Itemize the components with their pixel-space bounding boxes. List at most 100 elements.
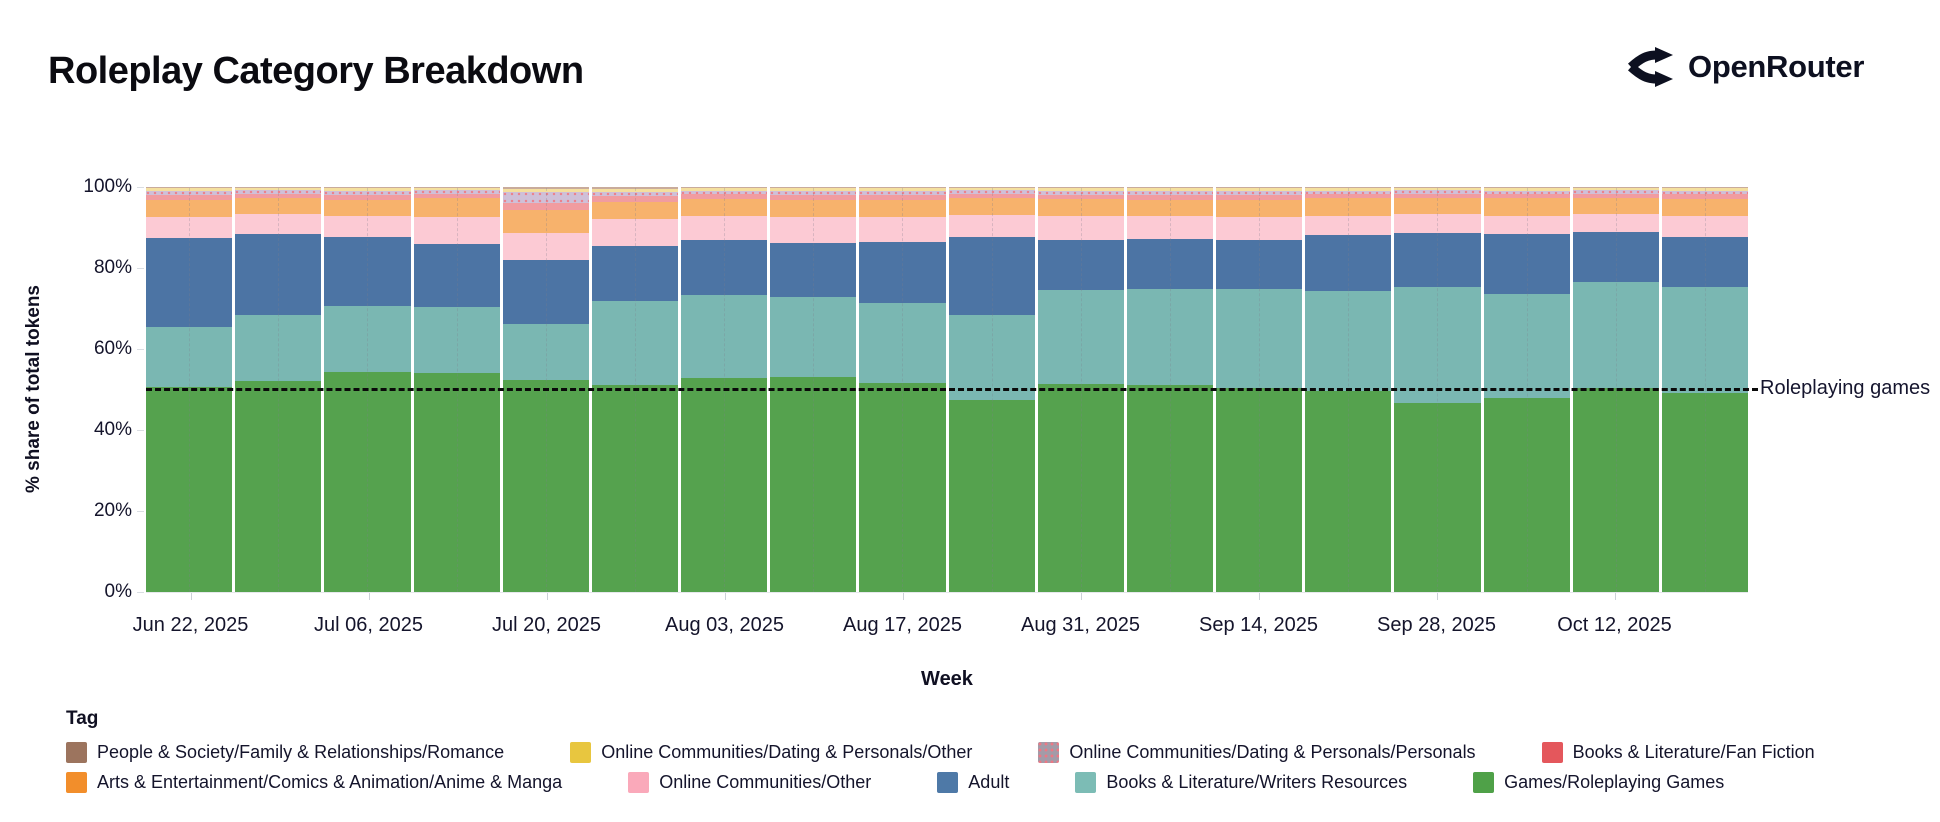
segment-adult[interactable]	[948, 236, 1035, 316]
segment-online-communities-other[interactable]	[502, 233, 589, 260]
bar-aug-10-2025[interactable]	[770, 187, 857, 592]
segment-roleplaying-games[interactable]	[146, 387, 233, 592]
bar-sep-28-2025[interactable]	[1394, 187, 1481, 592]
legend-item-fan-fiction[interactable]: Books & Literature/Fan Fiction	[1541, 742, 1815, 763]
segment-writers-resources[interactable]	[770, 296, 857, 377]
segment-anime-manga[interactable]	[1572, 197, 1659, 215]
segment-roleplaying-games[interactable]	[1572, 387, 1659, 592]
segment-roleplaying-games[interactable]	[681, 377, 768, 592]
segment-online-communities-other[interactable]	[1661, 215, 1749, 237]
segment-online-communities-other[interactable]	[324, 215, 411, 237]
segment-adult[interactable]	[1394, 232, 1481, 287]
segment-adult[interactable]	[502, 259, 589, 324]
segment-anime-manga[interactable]	[1483, 198, 1570, 216]
segment-anime-manga[interactable]	[502, 210, 589, 234]
segment-roleplaying-games[interactable]	[1216, 387, 1303, 592]
legend-item-anime-manga[interactable]: Arts & Entertainment/Comics & Animation/…	[66, 772, 562, 793]
segment-writers-resources[interactable]	[235, 315, 322, 382]
segment-roleplaying-games[interactable]	[859, 383, 946, 592]
segment-online-communities-other[interactable]	[770, 217, 857, 243]
segment-adult[interactable]	[770, 242, 857, 297]
segment-anime-manga[interactable]	[1661, 198, 1749, 216]
segment-anime-manga[interactable]	[1037, 199, 1124, 216]
legend-item-romance[interactable]: People & Society/Family & Relationships/…	[66, 742, 504, 763]
segment-anime-manga[interactable]	[770, 199, 857, 218]
segment-writers-resources[interactable]	[591, 301, 679, 386]
segment-anime-manga[interactable]	[324, 200, 411, 216]
segment-roleplaying-games[interactable]	[591, 385, 679, 592]
segment-writers-resources[interactable]	[324, 306, 411, 372]
segment-online-communities-other[interactable]	[681, 215, 768, 241]
segment-roleplaying-games[interactable]	[948, 400, 1035, 592]
bar-jun-22-2025[interactable]	[146, 187, 233, 592]
segment-anime-manga[interactable]	[1126, 200, 1214, 216]
segment-adult[interactable]	[1572, 231, 1659, 282]
legend-item-roleplaying-games[interactable]: Games/Roleplaying Games	[1473, 772, 1724, 793]
bar-jun-29-2025[interactable]	[235, 187, 322, 592]
bar-aug-31-2025[interactable]	[1037, 187, 1124, 592]
segment-adult[interactable]	[1483, 233, 1570, 294]
segment-online-communities-other[interactable]	[413, 217, 500, 244]
segment-roleplaying-games[interactable]	[1661, 392, 1749, 592]
bar-oct-12-2025[interactable]	[1572, 187, 1659, 592]
segment-writers-resources[interactable]	[1483, 293, 1570, 398]
segment-writers-resources[interactable]	[859, 302, 946, 384]
segment-adult[interactable]	[859, 241, 946, 303]
segment-adult[interactable]	[235, 233, 322, 316]
segment-roleplaying-games[interactable]	[1126, 385, 1214, 592]
segment-adult[interactable]	[1661, 236, 1749, 287]
bar-aug-24-2025[interactable]	[948, 187, 1035, 592]
segment-writers-resources[interactable]	[413, 306, 500, 373]
bar-aug-03-2025[interactable]	[681, 187, 768, 592]
segment-online-communities-other[interactable]	[235, 214, 322, 234]
segment-adult[interactable]	[1216, 240, 1303, 290]
segment-adult[interactable]	[1305, 235, 1392, 291]
legend-item-dating-personals-other[interactable]: Online Communities/Dating & Personals/Ot…	[570, 742, 972, 763]
segment-online-communities-other[interactable]	[948, 215, 1035, 237]
segment-writers-resources[interactable]	[1216, 289, 1303, 388]
segment-fan-fiction[interactable]	[502, 203, 589, 211]
segment-anime-manga[interactable]	[681, 198, 768, 216]
segment-writers-resources[interactable]	[1037, 289, 1124, 385]
segment-roleplaying-games[interactable]	[770, 376, 857, 592]
segment-online-communities-other[interactable]	[1483, 215, 1570, 234]
bar-jul-13-2025[interactable]	[413, 187, 500, 592]
segment-writers-resources[interactable]	[1305, 290, 1392, 392]
bar-jul-20-2025[interactable]	[502, 187, 589, 592]
segment-adult[interactable]	[413, 243, 500, 307]
segment-anime-manga[interactable]	[146, 200, 233, 217]
segment-writers-resources[interactable]	[1661, 286, 1749, 393]
segment-roleplaying-games[interactable]	[235, 381, 322, 592]
segment-adult[interactable]	[681, 240, 768, 296]
segment-writers-resources[interactable]	[1394, 286, 1481, 404]
segment-writers-resources[interactable]	[502, 323, 589, 380]
segment-online-communities-other[interactable]	[859, 217, 946, 242]
segment-adult[interactable]	[591, 245, 679, 302]
segment-online-communities-other[interactable]	[1394, 213, 1481, 233]
segment-anime-manga[interactable]	[235, 198, 322, 215]
segment-roleplaying-games[interactable]	[1305, 391, 1392, 592]
bar-aug-17-2025[interactable]	[859, 187, 946, 592]
segment-roleplaying-games[interactable]	[502, 379, 589, 592]
segment-roleplaying-games[interactable]	[1394, 403, 1481, 592]
legend-item-dating-personals-personals[interactable]: Online Communities/Dating & Personals/Pe…	[1038, 742, 1476, 763]
segment-anime-manga[interactable]	[859, 200, 946, 217]
segment-online-communities-other[interactable]	[1216, 217, 1303, 241]
legend-item-online-communities-other[interactable]: Online Communities/Other	[628, 772, 871, 793]
legend-item-adult[interactable]: Adult	[937, 772, 1009, 793]
segment-anime-manga[interactable]	[1305, 198, 1392, 216]
segment-online-communities-other[interactable]	[1037, 215, 1124, 241]
segment-adult[interactable]	[324, 236, 411, 307]
segment-roleplaying-games[interactable]	[413, 372, 500, 592]
segment-online-communities-other[interactable]	[146, 216, 233, 239]
segment-writers-resources[interactable]	[1126, 289, 1214, 386]
segment-adult[interactable]	[146, 238, 233, 327]
segment-writers-resources[interactable]	[681, 295, 768, 378]
segment-writers-resources[interactable]	[1572, 281, 1659, 388]
segment-adult[interactable]	[1126, 239, 1214, 290]
segment-online-communities-other[interactable]	[1572, 214, 1659, 232]
segment-anime-manga[interactable]	[1216, 200, 1303, 218]
segment-writers-resources[interactable]	[146, 326, 233, 388]
bar-sep-14-2025[interactable]	[1216, 187, 1303, 592]
bar-sep-07-2025[interactable]	[1126, 187, 1214, 592]
